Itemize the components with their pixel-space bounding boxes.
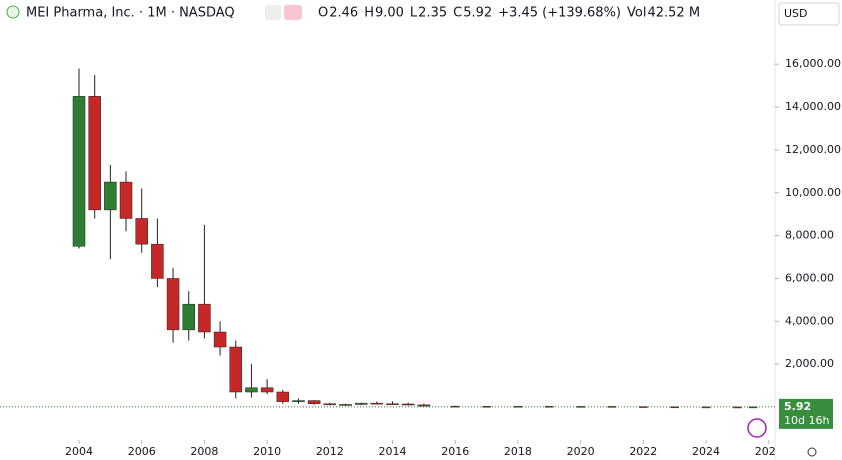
candle-body: [670, 406, 679, 409]
candle-body: [135, 218, 148, 245]
x-tick-label: 2024: [692, 445, 720, 458]
ohlc-key: L: [410, 6, 418, 21]
ohlc-value: 2.35: [418, 6, 447, 21]
candle-body: [417, 404, 431, 407]
ohlc-value: 5.92: [463, 6, 492, 21]
candle-body: [513, 406, 523, 408]
candle-body: [639, 406, 648, 408]
volume-key: Vol: [627, 6, 646, 21]
y-tick-label: 6,000.00: [785, 271, 834, 284]
settings-icon[interactable]: [807, 447, 817, 457]
candle-body: [276, 391, 290, 402]
candle-body: [401, 403, 415, 406]
candle-body: [213, 331, 227, 348]
y-tick-label: 2,000.00: [785, 357, 834, 370]
candle-body: [354, 402, 368, 405]
y-tick-label: 10,000.00: [785, 186, 841, 199]
candle-body: [182, 303, 195, 331]
candle-body: [292, 400, 305, 402]
countdown: 10d 16h: [784, 414, 829, 427]
y-tick-label: 4,000.00: [785, 314, 834, 327]
candle-body: [450, 405, 460, 408]
toggle[interactable]: [265, 5, 281, 20]
ohlc-value: 9.00: [375, 6, 404, 21]
candle-body: [88, 96, 101, 211]
x-tick-label: 2012: [316, 445, 344, 458]
y-tick-label: 16,000.00: [785, 57, 841, 70]
ohlc: O 2.46 H 9.00 L 2.35 C 5.92 +3.45 (+139.68%) Vol 4…: [318, 6, 700, 21]
candle-body: [166, 278, 180, 331]
candle-body: [260, 387, 274, 393]
toggle[interactable]: [284, 5, 302, 20]
x-tick-label: 2004: [65, 445, 93, 458]
candle-body: [323, 403, 337, 406]
candle-body: [229, 346, 243, 393]
x-tick-label: 2006: [128, 445, 156, 458]
last-price-label: 5.92: [784, 400, 811, 413]
candle-body: [370, 402, 384, 405]
candle-body: [733, 406, 742, 409]
candle-body: [104, 181, 117, 211]
candle-body: [119, 181, 133, 219]
plot: [0, 68, 775, 409]
x-axis: 2004 2006 2008 2010 2012 2014 2016 2018 2020 2022…: [65, 440, 783, 458]
x-tick-label: 2010: [253, 445, 281, 458]
y-tick-label: 12,000.00: [785, 143, 841, 156]
x-tick-label: 2016: [441, 445, 469, 458]
logo: [6, 5, 20, 19]
change: +3.45 (+139.68%): [498, 6, 621, 21]
candle-body: [198, 303, 211, 333]
y-tick-label: 14,000.00: [785, 100, 841, 113]
last-price-tag: [779, 398, 833, 429]
x-tick-label: 2018: [504, 445, 532, 458]
x-tick-label: 2022: [629, 445, 657, 458]
ohlc-key: O: [318, 6, 328, 21]
alert-icon[interactable]: [747, 418, 767, 438]
x-tick-label: 2026: [755, 445, 783, 458]
x-tick-label: 2014: [379, 445, 407, 458]
y-tick-label: 8,000.00: [785, 229, 834, 242]
volume: 42.52 M: [647, 6, 700, 21]
candle-body: [72, 96, 86, 247]
symbol[interactable]: MEI Pharma, Inc. · 1M · NASDAQ: [26, 6, 235, 21]
candle-body: [386, 403, 399, 406]
candle-body: [307, 400, 321, 405]
candle-body: [245, 387, 258, 393]
x-tick-label: 2008: [190, 445, 218, 458]
x-tick-label: 2020: [567, 445, 595, 458]
candle-body: [576, 406, 585, 408]
ohlc-key: H: [364, 6, 374, 21]
currency-select[interactable]: [778, 2, 840, 26]
candle-body: [151, 243, 164, 279]
currency[interactable]: USD: [784, 7, 808, 20]
ohlc-key: C: [453, 6, 462, 21]
ohlc-value: 2.46: [329, 6, 358, 21]
candle-body: [339, 404, 352, 406]
